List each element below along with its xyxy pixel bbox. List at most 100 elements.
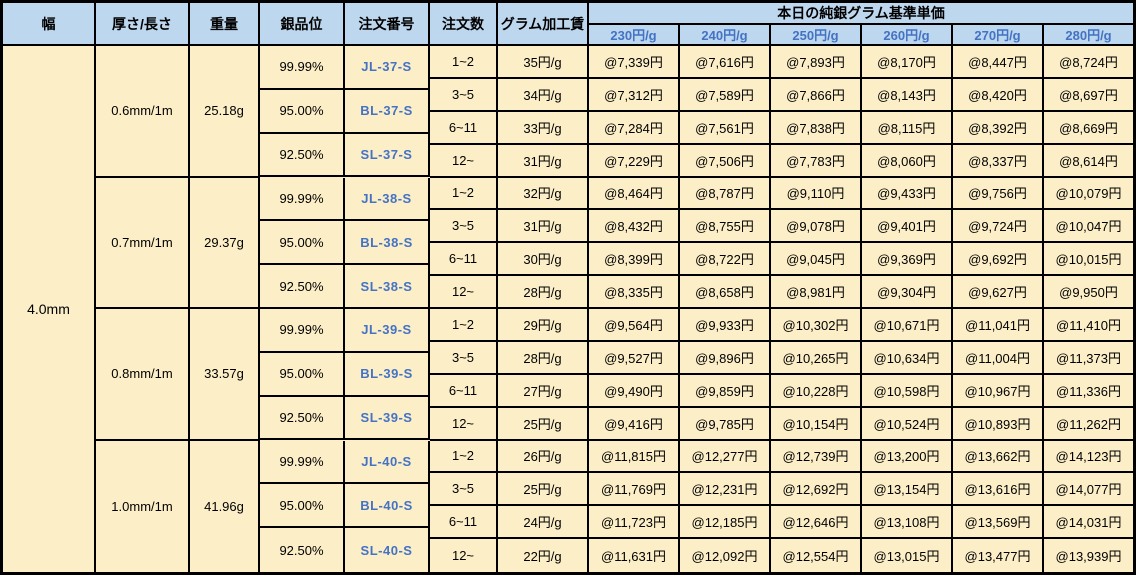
- qty-cell: 6~11: [430, 506, 498, 540]
- price-cell: @9,564円: [589, 309, 680, 342]
- price-cell: @9,078円: [771, 210, 862, 244]
- purity-cell: 92.50%: [260, 133, 345, 178]
- thickness-group-row: 0.7mm/1m 29.37g 99.99% JL-38-S 95.00% BL-38-S…: [96, 177, 1133, 310]
- qty-row: 6~11 33円/g @7,284円 @7,561円 @7,838円 @8,115円 @8,…: [430, 111, 1133, 145]
- weight-cell: 41.96g: [190, 440, 260, 572]
- fee-cell: 29円/g: [498, 309, 589, 342]
- thickness-group-row: 0.6mm/1m 25.18g 99.99% JL-37-S 95.00% BL-37-S…: [96, 46, 1133, 178]
- qty-row: 1~2 29円/g @9,564円 @9,933円 @10,302円 @10,671円 @1…: [430, 309, 1133, 342]
- price-cell: @7,838円: [771, 111, 862, 145]
- price-cell: @9,416円: [589, 407, 680, 441]
- qty-block: 1~2 35円/g @7,339円 @7,616円 @7,893円 @8,170円 @8,4…: [430, 46, 1133, 178]
- price-cell: @7,866円: [771, 78, 862, 112]
- purity-cell: 92.50%: [260, 396, 345, 441]
- price-cell: @8,614円: [1044, 144, 1133, 178]
- price-cell: @11,004円: [953, 341, 1044, 375]
- price-cell: @12,092円: [680, 539, 771, 572]
- purity-cell: 99.99%: [260, 177, 345, 222]
- order-no-cell: SL-37-S: [345, 133, 430, 178]
- col-header-order-no: 注文番号: [345, 3, 430, 46]
- price-cell: @10,015円: [1044, 243, 1133, 277]
- purity-cell: 95.00%: [260, 221, 345, 266]
- price-cell: @12,646円: [771, 506, 862, 540]
- qty-row: 1~2 35円/g @7,339円 @7,616円 @7,893円 @8,170円 @8,4…: [430, 46, 1133, 79]
- purity-row: 99.99% JL-39-S: [260, 309, 430, 353]
- purity-row: 92.50% SL-38-S: [260, 265, 430, 309]
- price-cell: @10,634円: [862, 341, 953, 375]
- price-cell: @8,669円: [1044, 111, 1133, 145]
- order-no-cell: JL-38-S: [345, 177, 430, 222]
- qty-cell: 6~11: [430, 374, 498, 408]
- purity-block: 99.99% JL-37-S 95.00% BL-37-S 92.50% SL-37-S: [260, 46, 430, 178]
- price-cell: @10,671円: [862, 309, 953, 342]
- price-cell: @10,047円: [1044, 210, 1133, 244]
- qty-row: 3~5 31円/g @8,432円 @8,755円 @9,078円 @9,401円 @9,7…: [430, 210, 1133, 244]
- price-cell: @8,420円: [953, 78, 1044, 112]
- price-cell: @9,896円: [680, 341, 771, 375]
- price-cell: @9,490円: [589, 374, 680, 408]
- qty-row: 1~2 32円/g @8,464円 @8,787円 @9,110円 @9,433円 @9,7…: [430, 177, 1133, 211]
- price-cell: @13,200円: [862, 440, 953, 474]
- price-cell: @12,231円: [680, 473, 771, 507]
- price-cell: @9,527円: [589, 341, 680, 375]
- qty-cell: 3~5: [430, 473, 498, 507]
- qty-row: 12~ 25円/g @9,416円 @9,785円 @10,154円 @10,524円 @1…: [430, 407, 1133, 441]
- thickness-cell: 1.0mm/1m: [96, 440, 190, 572]
- price-cell: @7,229円: [589, 144, 680, 178]
- table-header-row: 幅 厚さ/長さ 重量 銀品位 注文番号 注文数 グラム加工賃 本日の純銀グラム基…: [3, 3, 1133, 46]
- price-cell: @13,154円: [862, 473, 953, 507]
- purity-row: 99.99% JL-40-S: [260, 440, 430, 485]
- purity-cell: 92.50%: [260, 265, 345, 309]
- price-tier-230: 230円/g: [589, 25, 680, 46]
- price-cell: @8,697円: [1044, 78, 1133, 112]
- price-cell: @11,373円: [1044, 341, 1133, 375]
- purity-cell: 99.99%: [260, 440, 345, 485]
- price-tier-260: 260円/g: [862, 25, 953, 46]
- col-header-weight: 重量: [190, 3, 260, 46]
- price-cell: @7,893円: [771, 46, 862, 79]
- qty-cell: 1~2: [430, 309, 498, 342]
- fee-cell: 31円/g: [498, 144, 589, 178]
- order-no-cell: SL-38-S: [345, 265, 430, 309]
- price-cell: @8,724円: [1044, 46, 1133, 79]
- col-header-qty: 注文数: [430, 3, 498, 46]
- thickness-cell: 0.6mm/1m: [96, 46, 190, 178]
- price-cell: @9,401円: [862, 210, 953, 244]
- order-no-cell: SL-39-S: [345, 396, 430, 441]
- purity-row: 95.00% BL-37-S: [260, 89, 430, 134]
- price-cell: @13,662円: [953, 440, 1044, 474]
- price-tier-row: 230円/g 240円/g 250円/g 260円/g 270円/g 280円/…: [589, 25, 1133, 46]
- purity-block: 99.99% JL-38-S 95.00% BL-38-S 92.50% SL-38-S: [260, 177, 430, 310]
- order-no-cell: SL-40-S: [345, 528, 430, 572]
- fee-cell: 28円/g: [498, 276, 589, 309]
- price-cell: @10,967円: [953, 374, 1044, 408]
- price-cell: @10,524円: [862, 407, 953, 441]
- qty-row: 3~5 25円/g @11,769円 @12,231円 @12,692円 @13,154円…: [430, 473, 1133, 507]
- qty-row: 1~2 26円/g @11,815円 @12,277円 @12,739円 @13,200円…: [430, 440, 1133, 474]
- qty-row: 6~11 24円/g @11,723円 @12,185円 @12,646円 @13,108…: [430, 506, 1133, 540]
- qty-cell: 1~2: [430, 440, 498, 474]
- purity-cell: 92.50%: [260, 528, 345, 572]
- purity-row: 99.99% JL-38-S: [260, 177, 430, 222]
- price-cell: @8,143円: [862, 78, 953, 112]
- order-no-cell: JL-37-S: [345, 46, 430, 90]
- fee-cell: 25円/g: [498, 407, 589, 441]
- price-cell: @7,589円: [680, 78, 771, 112]
- qty-block: 1~2 29円/g @9,564円 @9,933円 @10,302円 @10,671円 @1…: [430, 309, 1133, 441]
- price-cell: @8,432円: [589, 210, 680, 244]
- price-cell: @9,950円: [1044, 276, 1133, 309]
- price-cell: @10,598円: [862, 374, 953, 408]
- qty-row: 6~11 27円/g @9,490円 @9,859円 @10,228円 @10,598円 @…: [430, 374, 1133, 408]
- price-cell: @11,410円: [1044, 309, 1133, 342]
- price-cell: @9,933円: [680, 309, 771, 342]
- qty-cell: 3~5: [430, 210, 498, 244]
- price-cell: @10,154円: [771, 407, 862, 441]
- price-cell: @9,724円: [953, 210, 1044, 244]
- order-no-cell: BL-38-S: [345, 221, 430, 266]
- qty-cell: 1~2: [430, 46, 498, 79]
- purity-row: 99.99% JL-37-S: [260, 46, 430, 90]
- weight-cell: 33.57g: [190, 309, 260, 441]
- price-cell: @8,658円: [680, 276, 771, 309]
- price-cell: @7,284円: [589, 111, 680, 145]
- price-cell: @11,631円: [589, 539, 680, 572]
